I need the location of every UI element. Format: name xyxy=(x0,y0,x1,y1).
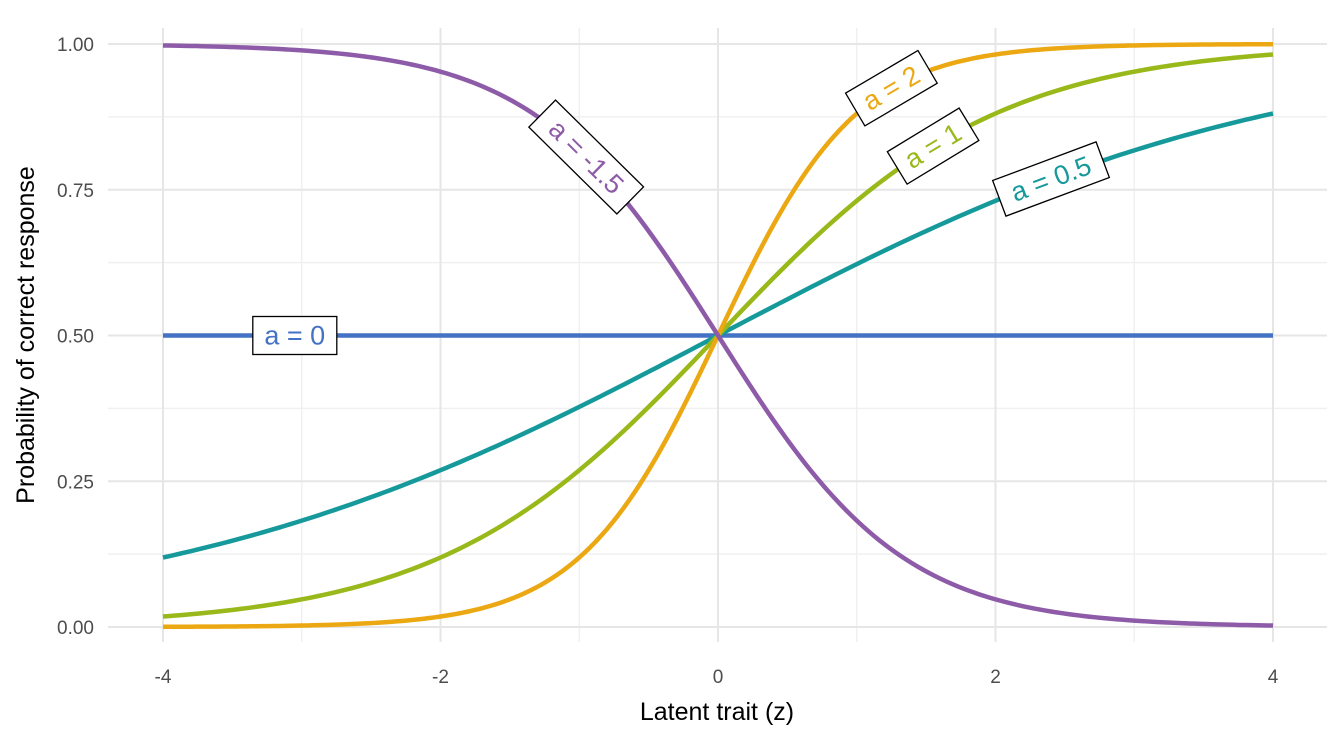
curve-label: a = 1 xyxy=(886,107,980,186)
y-axis-title: Probability of correct response xyxy=(12,166,40,504)
x-tick-label: 0 xyxy=(713,667,724,688)
curve-label-box xyxy=(252,315,338,356)
curve-label-box xyxy=(527,99,645,215)
x-tick-label: 2 xyxy=(990,667,1001,688)
y-tick-label: 0.75 xyxy=(57,181,94,202)
x-tick-label: 4 xyxy=(1268,667,1279,688)
x-tick-label: -2 xyxy=(432,667,449,688)
curve-label: a = 0.5 xyxy=(991,141,1111,217)
curve-labels: a = 0 a = 0.5a = 1a = 2 a = -1.5 xyxy=(252,49,1111,356)
curve-label-box xyxy=(991,141,1111,217)
curves xyxy=(162,41,1274,630)
y-tick-label: 1.00 xyxy=(57,35,94,56)
curve-label-box xyxy=(844,49,939,127)
y-tick-label: 0.25 xyxy=(57,472,94,493)
x-tick-label: -4 xyxy=(155,667,172,688)
curve-label: a = 0 xyxy=(252,315,338,356)
x-axis-title: Latent trait (z) xyxy=(640,698,794,726)
curve-label: a = 2 xyxy=(844,49,939,127)
curve-label-text: a = 0 xyxy=(264,321,325,351)
y-tick-label: 0.00 xyxy=(57,618,94,639)
curve-label-text: a = -1.5 xyxy=(543,114,630,200)
curve-label-box xyxy=(886,107,980,186)
curve-line xyxy=(162,43,1274,628)
axes: -4 -2 0 2 4 0.00 0.25 0.50 0.75 1.00 xyxy=(57,35,1279,688)
y-tick-label: 0.50 xyxy=(57,327,94,348)
